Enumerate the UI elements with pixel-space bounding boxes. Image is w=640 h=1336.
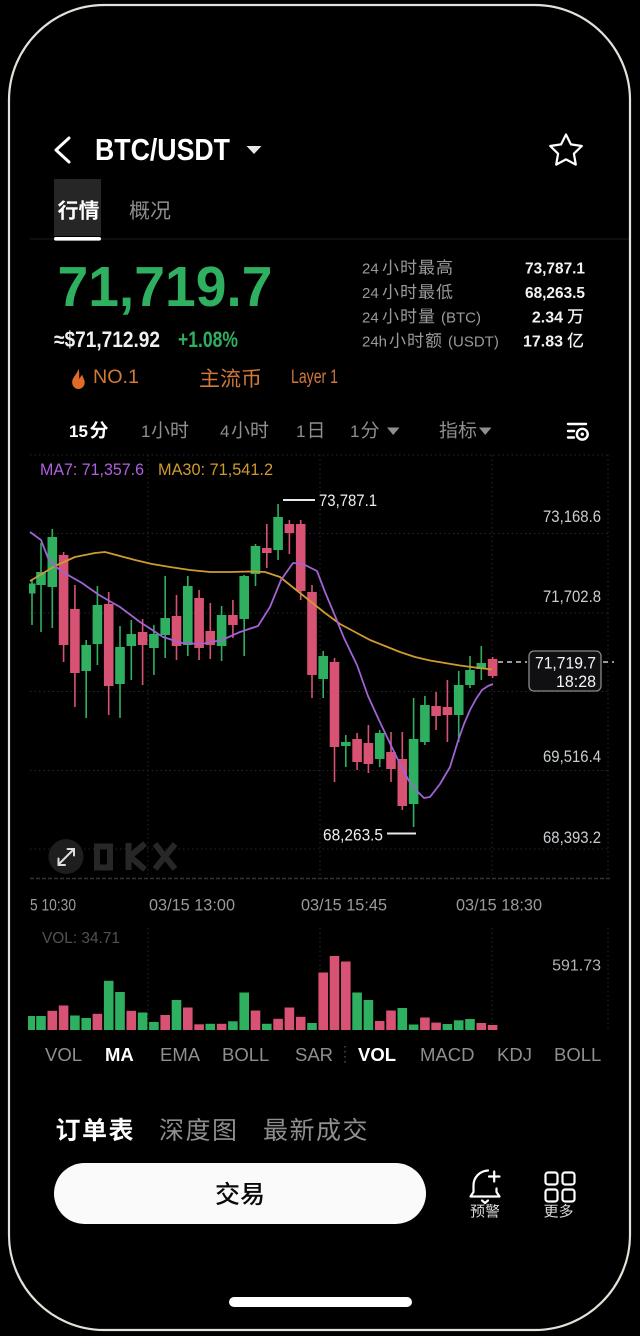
svg-text:2.34: 2.34: [532, 309, 563, 326]
svg-text:MA: MA: [105, 1044, 134, 1065]
svg-text:NO.1: NO.1: [93, 367, 139, 388]
svg-text:SAR: SAR: [295, 1044, 333, 1065]
svg-text:EMA: EMA: [160, 1044, 201, 1065]
svg-text:5 10:30: 5 10:30: [30, 896, 76, 915]
svg-text:17.83: 17.83: [523, 334, 563, 351]
svg-text:4: 4: [220, 422, 229, 441]
svg-text:Layer 1: Layer 1: [291, 367, 338, 388]
svg-text:+1.08%: +1.08%: [178, 327, 238, 352]
svg-text:(USDT): (USDT): [448, 334, 499, 351]
svg-text:(BTC): (BTC): [441, 309, 481, 326]
svg-text:BOLL: BOLL: [222, 1044, 269, 1065]
svg-text:24: 24: [362, 285, 379, 302]
svg-text:1: 1: [296, 422, 305, 441]
svg-text:15: 15: [69, 422, 88, 441]
svg-text:VOL: VOL: [358, 1044, 396, 1065]
svg-text:591.73: 591.73: [552, 958, 601, 975]
svg-text:68,263.5: 68,263.5: [323, 826, 383, 845]
svg-text:BOLL: BOLL: [554, 1044, 601, 1065]
svg-text:MA7: 71,357.6: MA7: 71,357.6: [40, 461, 144, 479]
svg-text:68,393.2: 68,393.2: [543, 829, 601, 847]
svg-text:71,719.7: 71,719.7: [58, 255, 273, 319]
svg-text:69,516.4: 69,516.4: [543, 748, 601, 766]
svg-text:18:28: 18:28: [556, 673, 596, 691]
svg-text:24: 24: [362, 261, 379, 278]
svg-text:03/15 13:00: 03/15 13:00: [149, 896, 235, 915]
svg-text:VOL: 34.71: VOL: 34.71: [42, 930, 120, 947]
svg-text:KDJ: KDJ: [497, 1044, 532, 1065]
svg-text:≈$71,712.92: ≈$71,712.92: [54, 327, 160, 352]
svg-text:03/15 15:45: 03/15 15:45: [301, 896, 387, 915]
svg-text:71,719.7: 71,719.7: [535, 655, 596, 673]
svg-text:71,702.8: 71,702.8: [543, 588, 601, 606]
svg-text:MACD: MACD: [420, 1044, 474, 1065]
svg-text:24h: 24h: [362, 334, 387, 351]
svg-text:73,787.1: 73,787.1: [319, 491, 377, 510]
svg-text:73,168.6: 73,168.6: [543, 508, 601, 526]
svg-text:73,787.1: 73,787.1: [525, 261, 585, 278]
svg-text:03/15 18:30: 03/15 18:30: [456, 896, 542, 915]
svg-text:VOL: VOL: [45, 1044, 82, 1065]
svg-text:24: 24: [362, 309, 379, 326]
svg-text:MA30: 71,541.2: MA30: 71,541.2: [158, 461, 273, 479]
svg-text:1: 1: [141, 422, 150, 441]
svg-text:BTC/USDT: BTC/USDT: [95, 132, 230, 167]
svg-text:68,263.5: 68,263.5: [525, 285, 585, 302]
svg-text:1: 1: [350, 422, 359, 441]
